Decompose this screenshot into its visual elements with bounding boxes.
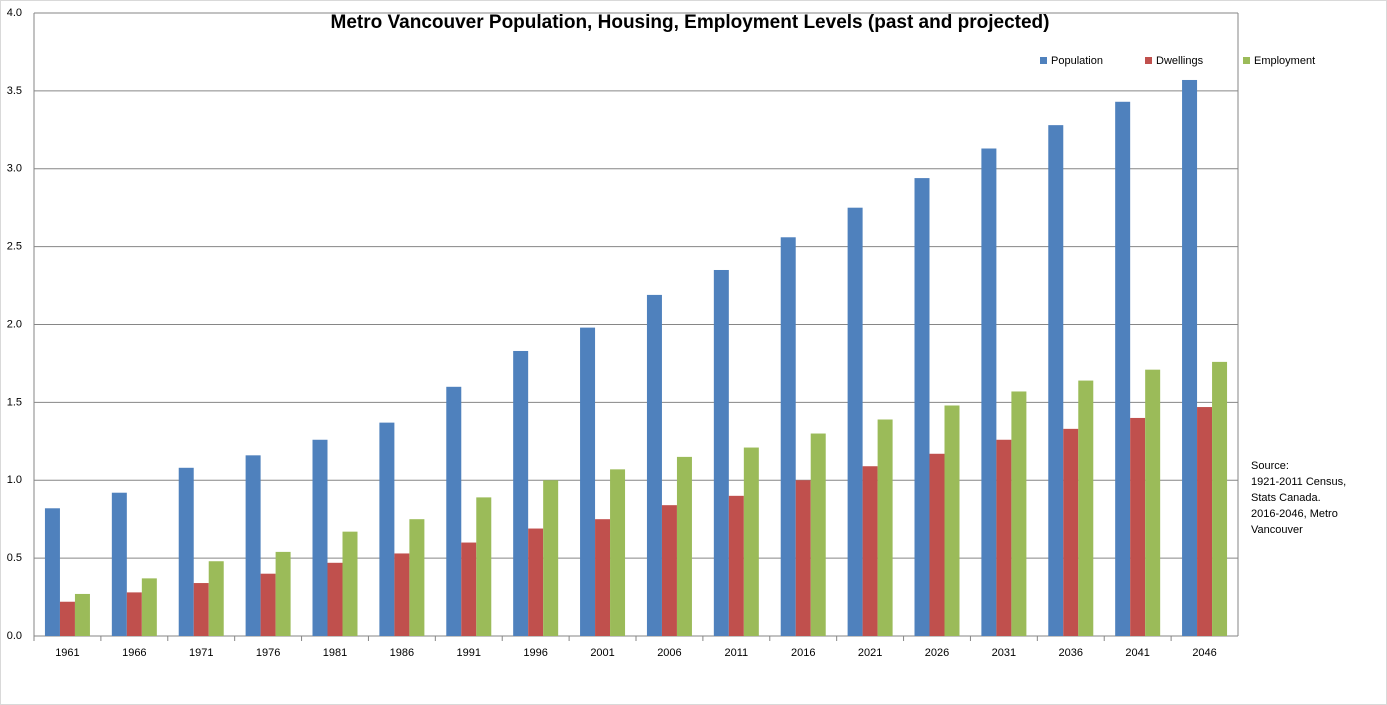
x-tick-label: 2041	[1125, 647, 1149, 659]
bar	[847, 207, 863, 636]
bar	[981, 148, 997, 636]
x-tick-label: 2001	[590, 647, 614, 659]
source-note: 2016-2046, Metro	[1251, 508, 1338, 520]
bar	[1048, 125, 1064, 636]
legend-label: Employment	[1254, 55, 1315, 67]
bar	[929, 453, 945, 636]
x-tick-label: 1971	[189, 647, 213, 659]
x-tick-label: 2021	[858, 647, 882, 659]
bar	[126, 592, 142, 636]
bar	[996, 439, 1012, 636]
x-tick-label: 1966	[122, 647, 146, 659]
bar	[780, 237, 796, 636]
x-tick-label: 1961	[55, 647, 79, 659]
legend-swatch	[1243, 57, 1250, 64]
bar	[1212, 361, 1228, 636]
x-tick-label: 1986	[390, 647, 414, 659]
bar	[944, 405, 960, 636]
bar	[74, 593, 90, 636]
x-tick-label: 2016	[791, 647, 815, 659]
bar	[193, 583, 209, 636]
x-tick-label: 2036	[1059, 647, 1083, 659]
source-note: 1921-2011 Census,	[1251, 476, 1346, 488]
bar	[676, 456, 692, 636]
bar	[111, 492, 127, 636]
bar	[728, 495, 744, 636]
y-tick-label: 4.0	[7, 7, 22, 19]
bar	[713, 269, 729, 636]
bar	[44, 508, 60, 636]
bar	[59, 601, 75, 636]
y-tick-label: 3.5	[7, 85, 22, 97]
bar	[528, 528, 544, 636]
source-note: Source:	[1251, 460, 1289, 472]
legend-swatch	[1145, 57, 1152, 64]
y-tick-label: 2.0	[7, 318, 22, 330]
bar	[275, 551, 291, 636]
chart-title: Metro Vancouver Population, Housing, Emp…	[331, 12, 1050, 33]
bar	[327, 562, 343, 636]
source-note: Stats Canada.	[1251, 492, 1321, 504]
bar	[1182, 79, 1198, 636]
bar	[409, 519, 425, 636]
bar	[810, 433, 826, 636]
legend-swatch	[1040, 57, 1047, 64]
y-tick-label: 3.0	[7, 163, 22, 175]
bar	[476, 497, 492, 636]
bar	[1063, 428, 1079, 636]
x-tick-label: 2006	[657, 647, 681, 659]
legend-label: Dwellings	[1156, 55, 1204, 67]
bar	[141, 578, 157, 636]
bar	[862, 466, 878, 636]
y-tick-label: 1.5	[7, 396, 22, 408]
bar	[1145, 369, 1161, 636]
bar	[661, 505, 677, 636]
bar	[446, 386, 462, 636]
bar	[394, 553, 410, 636]
bar	[1197, 407, 1213, 636]
bar	[178, 467, 194, 636]
bar	[543, 480, 559, 636]
y-tick-label: 0.0	[7, 630, 22, 642]
bar	[461, 542, 477, 636]
bar	[914, 178, 930, 636]
bar	[208, 561, 224, 636]
legend-label: Population	[1051, 55, 1103, 67]
x-tick-label: 1991	[457, 647, 481, 659]
bar	[646, 294, 662, 636]
bar	[877, 419, 893, 636]
bar	[312, 439, 328, 636]
x-tick-label: 2011	[725, 647, 749, 659]
bar	[1011, 391, 1027, 636]
bar	[342, 531, 358, 636]
x-tick-label: 1976	[256, 647, 280, 659]
x-tick-label: 2046	[1192, 647, 1216, 659]
bar	[260, 573, 276, 636]
y-tick-label: 2.5	[7, 241, 22, 253]
y-tick-label: 1.0	[7, 474, 22, 486]
bar	[795, 480, 811, 636]
x-tick-label: 2031	[992, 647, 1016, 659]
bar	[743, 447, 759, 636]
bar	[379, 422, 395, 636]
bar	[513, 350, 529, 636]
bar	[610, 469, 626, 636]
x-tick-label: 1981	[323, 647, 347, 659]
x-tick-label: 1996	[523, 647, 547, 659]
bar	[595, 519, 611, 636]
bar	[1078, 380, 1094, 636]
bar	[1130, 417, 1146, 636]
bar	[580, 327, 596, 636]
bar	[1115, 101, 1131, 637]
y-tick-label: 0.5	[7, 552, 22, 564]
bar	[245, 455, 261, 636]
source-note: Vancouver	[1251, 524, 1303, 536]
x-tick-label: 2026	[925, 647, 949, 659]
